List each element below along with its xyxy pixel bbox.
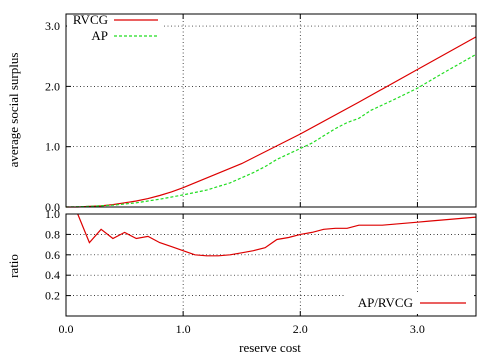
surplus-y-tick-label: 3.0 xyxy=(45,19,60,33)
ratio-x-axis-title: reserve cost xyxy=(239,340,301,355)
surplus-series xyxy=(66,37,476,207)
ratio-y-tick-label: 0.8 xyxy=(45,227,60,241)
ratio-y-tick-label: 0.2 xyxy=(45,289,60,303)
surplus-ticks: 0.01.02.03.0 xyxy=(45,14,476,214)
ratio-legend: AP/RVCG xyxy=(346,293,474,314)
ratio-x-tick-label: 1.0 xyxy=(176,322,191,336)
surplus-plot: 0.01.02.03.0 average social surplus RVCG… xyxy=(6,12,476,214)
ratio-plot: 0.2 0.4 0.6 0.8 1.0 0.0 1.0 2.0 3.0 ratio reserv… xyxy=(6,207,476,355)
surplus-legend: RVCG AP xyxy=(67,12,162,43)
legend-label-ap-rvcg: AP/RVCG xyxy=(358,295,413,310)
ratio-y-axis-title: ratio xyxy=(6,254,21,278)
surplus-y-tick-label: 2.0 xyxy=(45,79,60,93)
ratio-x-tick-label: 0.0 xyxy=(59,322,74,336)
ratio-y-tick-label: 0.6 xyxy=(45,248,60,262)
surplus-series-line-ap xyxy=(66,54,476,207)
surplus-series-line-rvcg xyxy=(66,37,476,207)
ratio-ticks: 0.2 0.4 0.6 0.8 1.0 0.0 1.0 2.0 3.0 xyxy=(45,207,476,336)
legend-label-ap: AP xyxy=(91,28,108,43)
ratio-x-tick-label: 3.0 xyxy=(410,322,425,336)
surplus-y-axis-title: average social surplus xyxy=(6,53,21,168)
ratio-y-tick-label: 0.4 xyxy=(45,268,60,282)
surplus-y-tick-label: 1.0 xyxy=(45,140,60,154)
ratio-series-line-ap-rvcg xyxy=(78,214,476,256)
ratio-x-tick-label: 2.0 xyxy=(293,322,308,336)
ratio-y-tick-label: 1.0 xyxy=(45,207,60,221)
surplus-grid xyxy=(66,14,476,207)
surplus-plot-frame xyxy=(66,14,476,207)
ratio-series xyxy=(78,214,476,256)
legend-label-rvcg: RVCG xyxy=(73,12,108,27)
